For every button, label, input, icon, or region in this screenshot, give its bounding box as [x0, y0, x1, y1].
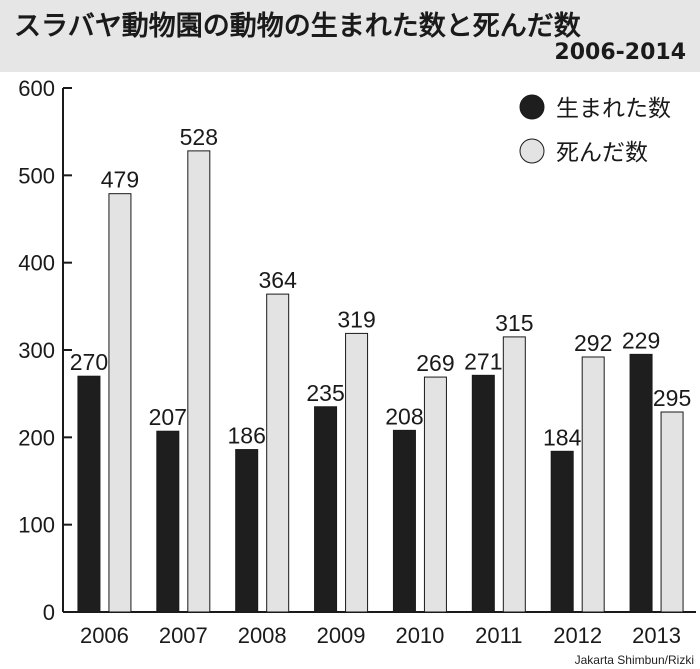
data-label: 315: [495, 310, 533, 336]
bar-born: [314, 406, 338, 613]
data-label: 269: [416, 350, 454, 376]
bar-born: [235, 449, 259, 613]
x-tick-label: 2013: [632, 623, 681, 648]
legend-label: 生まれた数: [556, 96, 671, 122]
data-label: 186: [228, 423, 266, 449]
y-tick-label: 600: [18, 76, 55, 101]
data-label: 295: [653, 385, 691, 411]
legend-marker-born: [519, 94, 545, 120]
chart-subtitle: 2006-2014: [554, 40, 686, 65]
legend-label: 死んだ数: [556, 140, 648, 166]
data-label: 292: [574, 330, 612, 356]
bar-died: [502, 336, 526, 613]
x-tick-label: 2007: [159, 623, 208, 648]
bar-died: [187, 150, 211, 613]
bar-died: [266, 293, 290, 613]
y-tick-label: 0: [43, 600, 55, 625]
data-label: 184: [543, 424, 582, 450]
y-tick-label: 100: [18, 513, 55, 538]
bar-born: [156, 430, 180, 613]
bar-died: [660, 411, 684, 613]
data-label: 235: [306, 380, 344, 406]
data-label: 207: [149, 404, 187, 430]
x-tick-label: 2008: [238, 623, 287, 648]
bar-born: [471, 374, 495, 613]
source-credit: Jakarta Shimbun/Rizki: [574, 653, 694, 667]
data-label: 208: [385, 403, 423, 429]
data-label: 229: [622, 327, 660, 353]
data-label: 528: [180, 124, 218, 150]
y-tick-label: 200: [18, 425, 55, 450]
data-label: 364: [259, 267, 298, 293]
bar-born: [550, 450, 574, 613]
bar-died: [345, 332, 369, 613]
data-label: 319: [337, 306, 375, 332]
data-label: 271: [464, 348, 502, 374]
data-label: 270: [70, 349, 108, 375]
x-axis-labels: 2006 2007 2008 2009 2010 2011 2012 2013: [80, 623, 681, 648]
y-tick-label: 300: [18, 338, 55, 363]
value-labels: 270 479 207 528 186 364 235 319 208 269 271 315 184 2…: [70, 124, 692, 450]
y-tick-label: 500: [18, 163, 55, 188]
bar-born: [629, 353, 653, 613]
x-tick-label: 2011: [475, 623, 522, 648]
x-tick-label: 2010: [395, 623, 444, 648]
bars: [77, 150, 684, 613]
bar-born: [77, 375, 101, 613]
y-tick-label: 400: [18, 251, 55, 276]
x-tick-label: 2006: [80, 623, 129, 648]
legend-marker-died: [519, 138, 545, 164]
bar-died: [581, 356, 605, 613]
chart-header: スラバヤ動物園の動物の生まれた数と死んだ数 2006-2014: [0, 0, 700, 72]
data-label: 479: [101, 167, 139, 193]
bar-born: [392, 429, 416, 613]
x-tick-label: 2009: [317, 623, 366, 648]
chart-title: スラバヤ動物園の動物の生まれた数と死んだ数: [14, 11, 581, 42]
bar-died: [423, 376, 447, 613]
x-tick-label: 2012: [553, 623, 602, 648]
bar-died: [108, 193, 132, 613]
